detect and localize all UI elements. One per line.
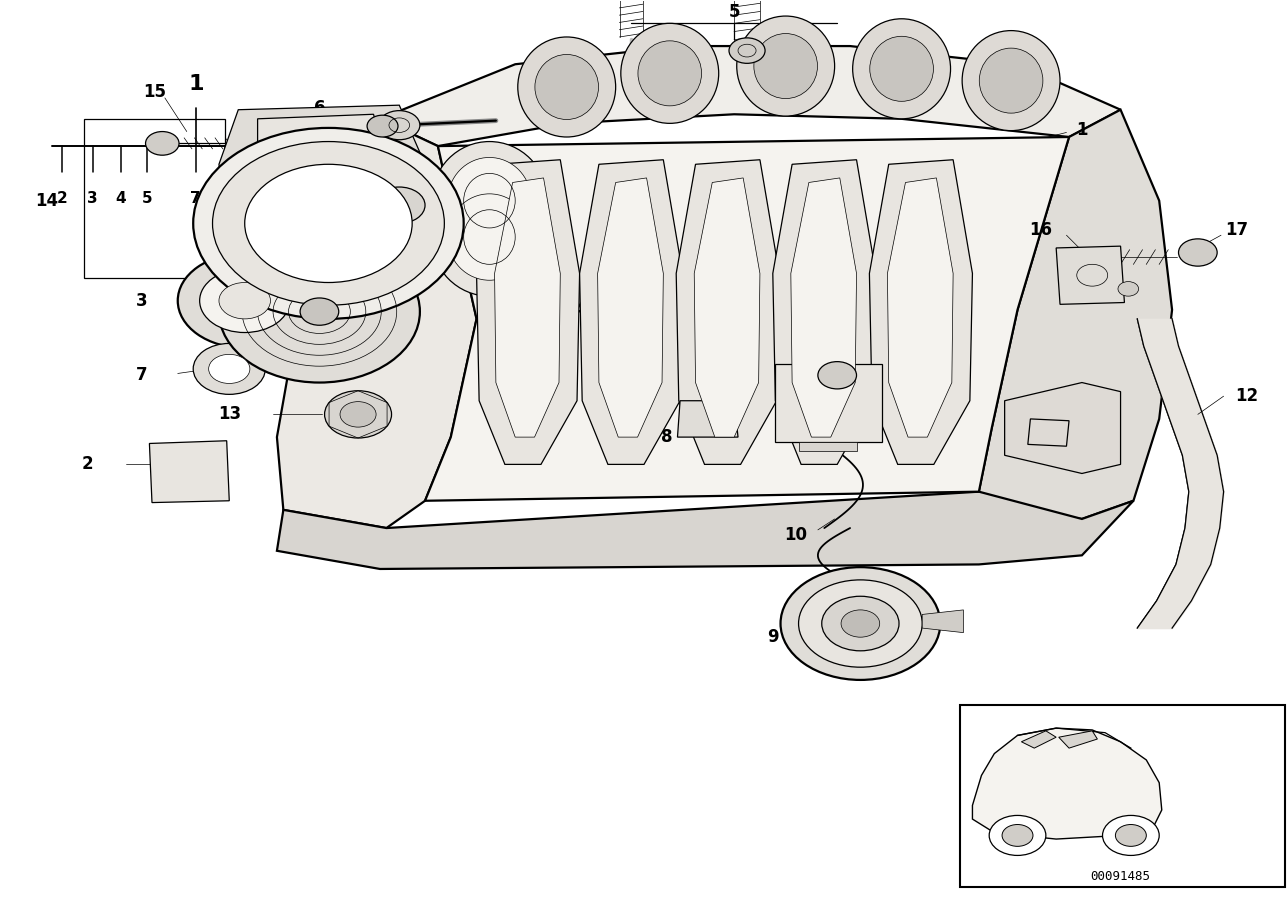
Polygon shape [922,610,963,632]
Polygon shape [277,119,477,528]
Circle shape [219,282,270,318]
Text: 9: 9 [766,628,779,646]
Circle shape [200,268,290,332]
Circle shape [1179,238,1217,266]
Text: 12: 12 [1235,387,1258,405]
Polygon shape [791,178,857,437]
Polygon shape [1059,731,1097,748]
Polygon shape [799,441,857,450]
Circle shape [325,390,392,438]
Ellipse shape [638,41,702,106]
Circle shape [818,361,857,389]
Ellipse shape [448,194,531,280]
Circle shape [146,132,179,156]
Polygon shape [380,46,1121,147]
Circle shape [781,567,940,680]
Text: 16: 16 [1029,221,1052,238]
Text: 13: 13 [218,405,241,423]
Text: 7: 7 [135,366,148,384]
Circle shape [213,142,444,305]
Bar [960,705,1285,887]
Polygon shape [972,728,1162,839]
Polygon shape [425,137,1069,500]
Polygon shape [495,178,560,437]
Text: 1: 1 [1077,121,1087,138]
Polygon shape [598,178,663,437]
Ellipse shape [979,48,1043,113]
Text: 10: 10 [784,526,808,544]
Circle shape [340,401,376,427]
Text: 7: 7 [191,191,201,207]
Circle shape [822,596,899,651]
Polygon shape [258,115,380,143]
Ellipse shape [431,178,547,296]
Ellipse shape [853,19,951,119]
Text: 3: 3 [135,292,148,309]
Text: 15: 15 [143,83,166,100]
Ellipse shape [869,36,934,101]
Circle shape [193,128,464,318]
Text: 9: 9 [250,191,260,207]
Circle shape [193,343,265,394]
Ellipse shape [431,142,547,259]
Ellipse shape [448,157,531,244]
Ellipse shape [737,16,835,116]
Circle shape [379,111,420,140]
Circle shape [1002,824,1033,846]
Circle shape [1103,815,1159,855]
Polygon shape [694,178,760,437]
Circle shape [367,116,398,137]
Polygon shape [1056,246,1124,304]
Ellipse shape [962,31,1060,131]
Ellipse shape [518,37,616,137]
Text: 8: 8 [662,428,672,446]
Text: 4: 4 [573,301,586,318]
Polygon shape [1005,382,1121,473]
Circle shape [178,253,312,348]
Polygon shape [979,110,1172,519]
Text: 10: 10 [276,191,296,207]
Text: 5: 5 [729,3,739,21]
Text: 2: 2 [57,191,67,207]
Polygon shape [887,178,953,437]
Text: 14: 14 [35,192,58,209]
Text: 5: 5 [142,191,152,207]
Polygon shape [773,160,876,464]
Text: 8: 8 [220,191,231,207]
Circle shape [209,354,250,383]
Polygon shape [1021,731,1056,748]
Circle shape [1118,281,1139,296]
Circle shape [729,38,765,64]
Text: 6: 6 [314,99,325,116]
Polygon shape [219,106,425,246]
Text: 2: 2 [81,455,94,473]
Polygon shape [869,160,972,464]
Ellipse shape [621,24,719,124]
Text: 17: 17 [1225,221,1248,238]
Polygon shape [676,160,779,464]
Circle shape [989,815,1046,855]
Text: 11: 11 [309,191,330,207]
Polygon shape [580,160,683,464]
Polygon shape [277,491,1133,569]
Polygon shape [677,400,738,437]
Text: 11: 11 [748,345,772,362]
Polygon shape [149,440,229,502]
Circle shape [841,610,880,637]
Polygon shape [477,160,580,464]
Circle shape [300,298,339,325]
Ellipse shape [753,34,818,98]
Ellipse shape [535,55,599,119]
Polygon shape [775,364,882,441]
Circle shape [799,580,922,667]
Circle shape [245,165,412,282]
Text: 4: 4 [116,191,126,207]
Text: 3: 3 [88,191,98,207]
Text: 00091485: 00091485 [1091,870,1150,883]
Text: 1: 1 [188,75,204,95]
Circle shape [219,240,420,382]
Circle shape [374,187,425,223]
Circle shape [1115,824,1146,846]
